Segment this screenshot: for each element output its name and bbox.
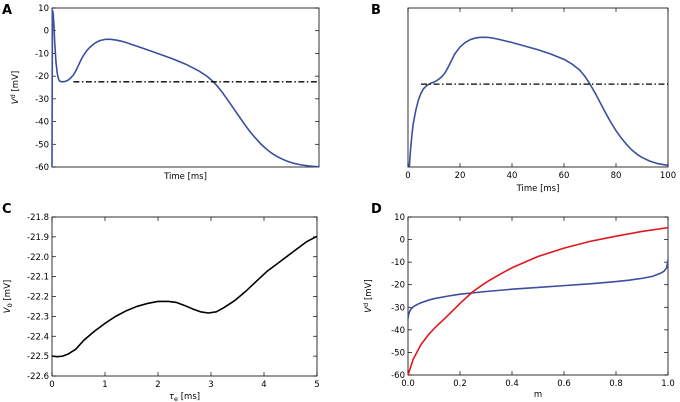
panel-c-xlabel-tau: τ <box>169 392 175 402</box>
panel-c-series <box>51 235 318 358</box>
panel-d-xticklabel: 0.8 <box>609 379 623 389</box>
panel-b-label: B <box>371 3 381 18</box>
panel-c-xlabel: τe [ms] <box>169 392 200 402</box>
panel-d-xticklabel: 0.2 <box>453 379 467 389</box>
panel-c-xlabel-unit: [ms] <box>178 392 200 402</box>
panel-a-xlabel: Time [ms] <box>163 172 207 182</box>
panel-c-yticklabel: -22.3 <box>27 312 49 322</box>
panel-b-xticklabel: 40 <box>507 171 518 181</box>
panel-a-yticklabel: -20 <box>35 72 49 82</box>
panel-d-frame <box>407 216 669 376</box>
panel-d-series <box>407 226 669 376</box>
panel-a-ylabel-v: V <box>11 97 21 104</box>
panel-a-series-curve-0 <box>51 9 320 168</box>
panel-c-yticklabel: -22.0 <box>27 253 49 263</box>
panel-d-yticklabel: 0 <box>400 236 405 246</box>
panel-b-frame <box>407 7 669 168</box>
panel-d-yticklabel: 10 <box>394 213 405 223</box>
panel-a-yticklabel: -50 <box>35 140 49 150</box>
panel-d-series-curve-1 <box>407 226 669 376</box>
panel-c-yticklabel: -22.2 <box>27 293 49 303</box>
panel-b: B 0 20 40 60 80 100 Time [ms] <box>371 3 676 194</box>
panel-c-yticklabel: -22.6 <box>27 372 49 382</box>
panel-c-xticklabel: 0 <box>49 380 54 390</box>
panel-c-yticklabel: -22.4 <box>27 332 49 342</box>
panel-b-ticks: 0 20 40 60 80 100 <box>405 8 676 181</box>
panel-b-xlabel: Time [ms] <box>516 184 560 194</box>
panel-b-series <box>408 36 669 168</box>
panel-b-xticklabel: 60 <box>559 171 570 181</box>
panel-d-yticklabel: -40 <box>391 326 405 336</box>
panel-d-xticklabel: 0.0 <box>401 379 415 389</box>
panel-d-label: D <box>371 202 382 217</box>
panel-d-yticklabel: -50 <box>391 348 405 358</box>
panel-a-yticklabel: -30 <box>35 95 49 105</box>
panel-a-yticklabel: 0 <box>44 27 49 37</box>
panel-b-series-curve-0 <box>408 36 669 168</box>
panel-c-yticklabel: -21.8 <box>27 213 49 223</box>
panel-c-ticks: -21.8 -21.9 -22.0 -22.1 -22.2 -22.3 -22.4 -22.5… <box>27 213 320 390</box>
panel-c-frame <box>51 216 318 377</box>
panel-b-xticklabel: 80 <box>611 171 622 181</box>
panel-c-series-curve-0 <box>51 235 318 358</box>
panel-d-ylabel-v: V <box>364 306 374 313</box>
panel-a-ticks: 10 0 -10 -20 -30 -40 -50 -60 <box>35 4 319 173</box>
panel-c-label: C <box>2 202 12 217</box>
panel-d-xticklabel: 0.6 <box>557 379 571 389</box>
panel-d: D 10 0 -10 -20 -30 -40 -50 -600.0 0.2 0.4 0.6 0.8 1.… <box>362 202 675 400</box>
panel-c: C -21.8 -21.9 -22.0 -22.1 -22.2 -22.3 -22.4 -22… <box>2 202 320 402</box>
panel-c-ylabel-v: V <box>3 306 13 313</box>
panel-a-ylabel-sup: d <box>9 94 17 98</box>
panel-c-xticklabel: 1 <box>102 380 107 390</box>
panel-a-frame <box>51 7 320 168</box>
panel-c-yticklabel: -21.9 <box>27 233 49 243</box>
panel-d-yticklabel: -30 <box>391 303 405 313</box>
panel-c-yticklabel: -22.5 <box>27 352 49 362</box>
panel-c-xticklabel: 5 <box>314 380 319 390</box>
panel-c-xlabel-sub: e <box>174 395 178 402</box>
panel-a-series <box>51 9 320 168</box>
panel-d-xticklabel: 0.4 <box>505 379 519 389</box>
panel-d-xticklabel: 1.0 <box>661 379 675 389</box>
panel-d-xlabel: m <box>534 390 542 400</box>
panel-c-ylabel: V0 [mV] <box>3 280 14 313</box>
panel-b-xticklabel: 100 <box>660 171 676 181</box>
panel-d-yticklabel: -10 <box>391 258 405 268</box>
panel-c-ylabel-sub: 0 <box>6 303 14 307</box>
panel-d-yticklabel: -20 <box>391 281 405 291</box>
panel-c-xticklabel: 2 <box>155 380 160 390</box>
panel-a-label: A <box>2 3 12 18</box>
panel-c-yticklabel: -22.1 <box>27 273 49 283</box>
panel-a-yticklabel: -10 <box>35 49 49 59</box>
panel-a-yticklabel: -40 <box>35 118 49 128</box>
panel-b-xticklabel: 20 <box>455 171 466 181</box>
panel-a-ylabel-unit: [mV] <box>11 71 21 94</box>
panel-d-ylabel-sup: d <box>362 303 370 307</box>
panel-c-xticklabel: 4 <box>261 380 266 390</box>
panel-b-xticklabel: 0 <box>405 171 410 181</box>
panel-c-ylabel-unit: [mV] <box>3 280 13 303</box>
panel-d-ylabel: Vd [mV] <box>362 279 374 312</box>
panel-d-yticklabel: -60 <box>391 371 405 381</box>
panel-d-ylabel-unit: [mV] <box>364 279 374 302</box>
panel-a-yticklabel: 10 <box>38 4 49 14</box>
panel-a-yticklabel: -60 <box>35 163 49 173</box>
panel-a: A 10 0 -10 -20 -30 -40 -50 -60 Time [ms] Vd [mV… <box>2 3 320 182</box>
panel-d-series-curve-0 <box>407 259 669 319</box>
panel-c-xticklabel: 3 <box>208 380 213 390</box>
panel-d-ticks: 10 0 -10 -20 -30 -40 -50 -600.0 0.2 0.4 0.6 0.8 1.0 <box>391 213 675 389</box>
panel-a-ylabel: Vd [mV] <box>9 71 21 104</box>
